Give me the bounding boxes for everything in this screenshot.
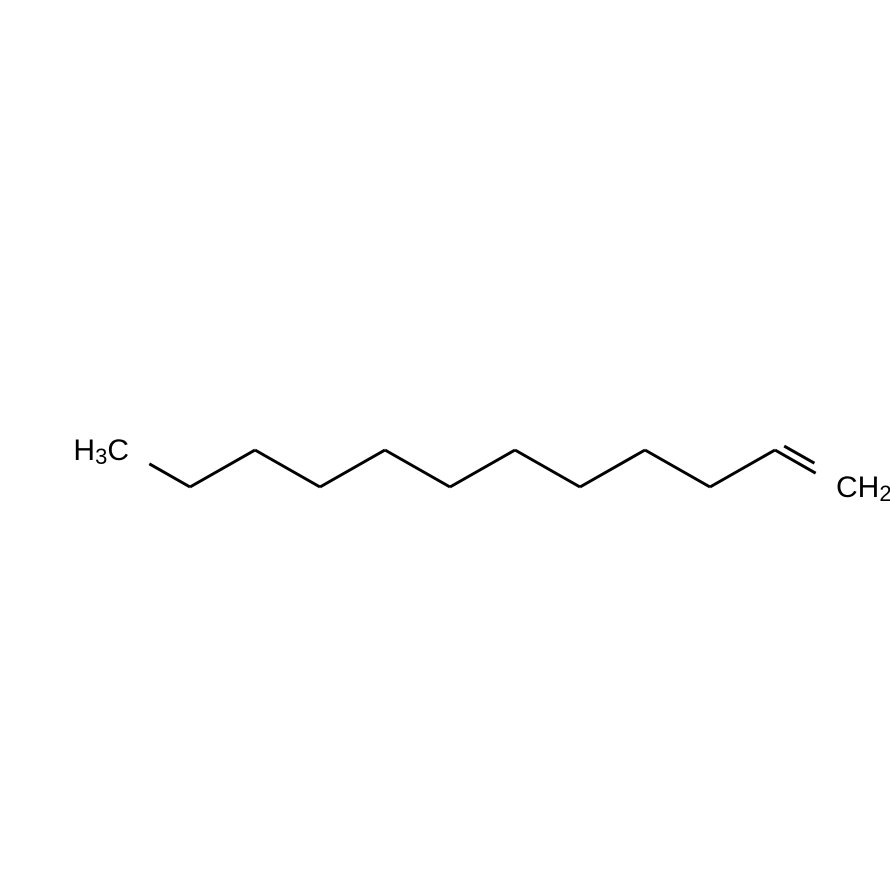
chemical-structure: H3C CH2 [0,0,890,890]
bond [580,450,645,487]
bond [515,450,580,487]
bond [255,450,320,487]
double-bond [784,446,814,463]
bond [710,450,775,487]
atom-label: H3C [73,434,129,469]
bond [190,450,255,487]
bond [149,464,190,487]
bond [385,450,450,487]
atom-label: CH2 [836,471,890,506]
bond [645,450,710,487]
bond [320,450,385,487]
bond [450,450,515,487]
